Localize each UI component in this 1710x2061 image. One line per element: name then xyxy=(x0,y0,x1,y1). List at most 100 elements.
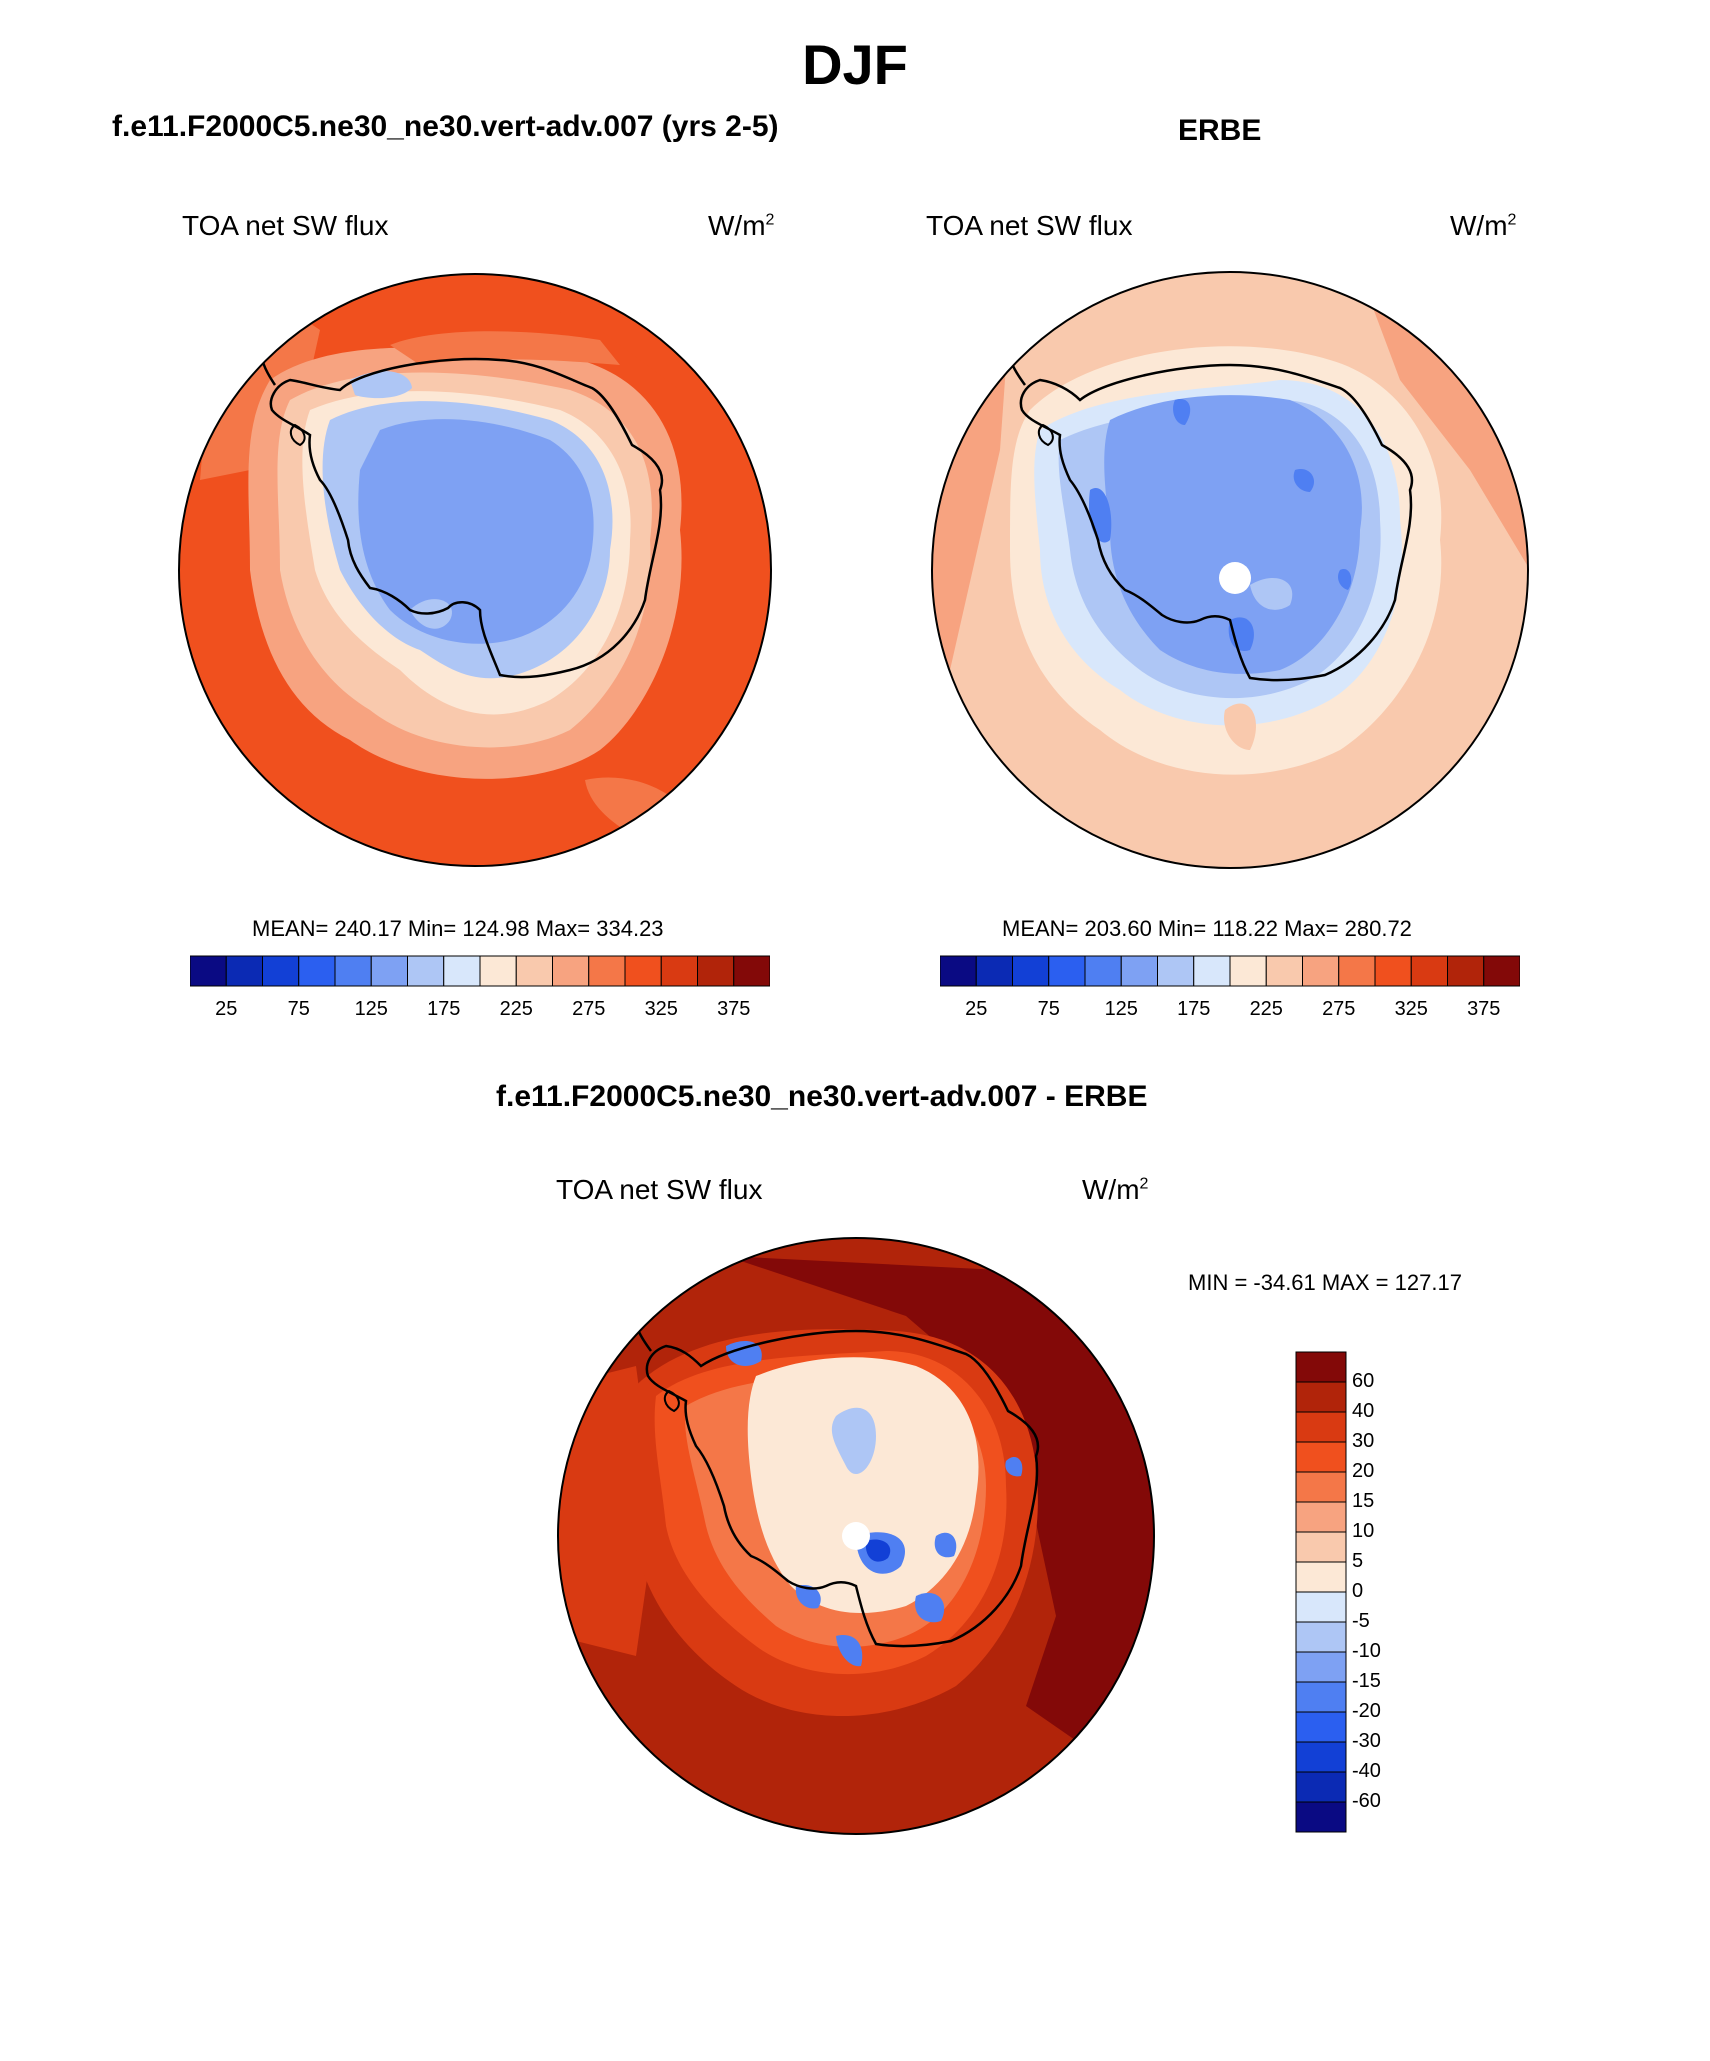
colorbar-model-swatch xyxy=(733,955,770,987)
figure-season-title: DJF xyxy=(802,33,908,96)
obs-coastline xyxy=(1019,363,1414,682)
model-map-border xyxy=(178,273,772,867)
panel-diff-variable: TOA net SW flux xyxy=(556,1174,763,1205)
colorbar-model-tick-label: 175 xyxy=(427,998,461,1020)
colorbar-difference-swatch xyxy=(1295,1501,1347,1533)
colorbar-model-tick-label: 25 xyxy=(215,998,238,1020)
colorbar-obs-tick-label: 375 xyxy=(1467,998,1501,1020)
colorbar-model-tick-label: 375 xyxy=(717,998,751,1020)
panel-obs-stats: MEAN= 203.60 Min= 118.22 Max= 280.72 xyxy=(1002,916,1412,941)
colorbar-difference-swatch xyxy=(1295,1801,1347,1833)
colorbar-difference-tick-label: 15 xyxy=(1352,1490,1375,1512)
colorbar-difference-tick-label: 30 xyxy=(1352,1430,1375,1452)
colorbar-obs-swatch xyxy=(1048,955,1086,987)
colorbar-obs-swatch xyxy=(940,955,977,987)
colorbar-model-tick-label: 275 xyxy=(572,998,606,1020)
colorbar-model xyxy=(190,955,770,987)
colorbar-difference-swatch xyxy=(1295,1771,1347,1803)
colorbar-model-swatch xyxy=(443,955,481,987)
panel-diff-units: W/m2 xyxy=(1082,1174,1149,1205)
colorbar-difference xyxy=(1295,1351,1347,1833)
colorbar-obs xyxy=(940,955,1520,987)
colorbar-difference-swatch xyxy=(1295,1441,1347,1473)
colorbar-difference-swatch xyxy=(1295,1681,1347,1713)
colorbar-model-swatch xyxy=(262,955,300,987)
colorbar-difference-tick-label: -30 xyxy=(1352,1730,1381,1752)
colorbar-model-swatch xyxy=(552,955,590,987)
colorbar-model-tick-label: 225 xyxy=(499,998,533,1020)
colorbar-obs-swatch xyxy=(1410,955,1448,987)
colorbar-difference-swatch xyxy=(1295,1531,1347,1563)
colorbar-obs-labels: 25 75 125 175 225 275 325 375 xyxy=(940,998,1520,1026)
panel-obs-variable: TOA net SW flux xyxy=(926,210,1133,241)
colorbar-model-swatch xyxy=(407,955,445,987)
colorbar-obs-tick-label: 175 xyxy=(1177,998,1211,1020)
map-model xyxy=(178,273,772,867)
obs-missing-data-pole xyxy=(1219,562,1251,594)
panel-model-title: f.e11.F2000C5.ne30_ne30.vert-adv.007 (yr… xyxy=(112,110,779,143)
colorbar-difference-swatch xyxy=(1295,1381,1347,1413)
colorbar-obs-swatch xyxy=(1302,955,1340,987)
diff-antarctica-interior xyxy=(747,1357,979,1614)
map-difference xyxy=(557,1237,1155,1835)
model-antarctica-interior xyxy=(358,419,594,644)
colorbar-difference-swatch xyxy=(1295,1471,1347,1503)
colorbar-difference-labels: 60 40 30 20 15 10 5 0 -5 -10 -15 -20 -30 -40 -60 xyxy=(1352,1350,1432,1834)
colorbar-difference-swatch xyxy=(1295,1651,1347,1683)
colorbar-obs-swatch xyxy=(1084,955,1122,987)
model-coastline xyxy=(269,357,664,679)
colorbar-difference-swatch xyxy=(1295,1411,1347,1443)
colorbar-difference-tick-label: 20 xyxy=(1352,1460,1375,1482)
colorbar-obs-swatch xyxy=(1120,955,1158,987)
colorbar-difference-tick-label: -20 xyxy=(1352,1700,1381,1722)
colorbar-difference-swatch xyxy=(1295,1591,1347,1623)
colorbar-obs-tick-label: 325 xyxy=(1394,998,1428,1020)
colorbar-difference-swatch xyxy=(1295,1711,1347,1743)
colorbar-model-swatch xyxy=(515,955,553,987)
colorbar-model-tick-label: 125 xyxy=(354,998,388,1020)
colorbar-model-tick-label: 75 xyxy=(287,998,310,1020)
colorbar-obs-swatch xyxy=(1265,955,1303,987)
diff-coastline xyxy=(645,1329,1040,1648)
colorbar-obs-swatch xyxy=(1229,955,1267,987)
colorbar-model-swatch xyxy=(624,955,662,987)
difference-title: f.e11.F2000C5.ne30_ne30.vert-adv.007 - E… xyxy=(496,1080,1148,1113)
colorbar-model-swatch xyxy=(334,955,372,987)
colorbar-model-swatch xyxy=(370,955,408,987)
colorbar-model-swatch xyxy=(190,955,227,987)
panel-model-stats: MEAN= 240.17 Min= 124.98 Max= 334.23 xyxy=(252,916,664,941)
diff-missing-data-pole xyxy=(842,1522,870,1550)
colorbar-model-swatch xyxy=(588,955,626,987)
panel-model-variable: TOA net SW flux xyxy=(182,210,389,241)
colorbar-obs-tick-label: 75 xyxy=(1037,998,1060,1020)
colorbar-obs-tick-label: 275 xyxy=(1322,998,1356,1020)
colorbar-difference-swatch xyxy=(1295,1621,1347,1653)
colorbar-model-swatch xyxy=(660,955,698,987)
colorbar-difference-tick-label: -60 xyxy=(1352,1790,1381,1812)
colorbar-obs-swatch xyxy=(1157,955,1195,987)
colorbar-model-swatch xyxy=(298,955,336,987)
colorbar-obs-swatch xyxy=(1012,955,1050,987)
colorbar-difference-tick-label: 60 xyxy=(1352,1370,1375,1392)
diff-map-border xyxy=(557,1237,1155,1835)
colorbar-obs-tick-label: 25 xyxy=(965,998,988,1020)
obs-antarctica-interior xyxy=(1104,395,1362,674)
colorbar-difference-tick-label: -40 xyxy=(1352,1760,1381,1782)
panel-obs-title: ERBE xyxy=(1178,114,1262,147)
colorbar-model-swatch xyxy=(697,955,735,987)
panel-model-units: W/m2 xyxy=(708,210,775,241)
colorbar-obs-swatch xyxy=(1447,955,1485,987)
colorbar-difference-tick-label: -10 xyxy=(1352,1640,1381,1662)
panel-obs-units: W/m2 xyxy=(1450,210,1517,241)
colorbar-difference-tick-label: 40 xyxy=(1352,1400,1375,1422)
colorbar-model-swatch xyxy=(479,955,517,987)
colorbar-obs-tick-label: 225 xyxy=(1249,998,1283,1020)
colorbar-difference-swatch xyxy=(1295,1741,1347,1773)
colorbar-obs-swatch xyxy=(975,955,1013,987)
colorbar-obs-swatch xyxy=(1483,955,1520,987)
colorbar-model-tick-label: 325 xyxy=(644,998,678,1020)
colorbar-difference-swatch xyxy=(1295,1351,1347,1383)
colorbar-obs-swatch xyxy=(1374,955,1412,987)
colorbar-model-swatch xyxy=(225,955,263,987)
colorbar-difference-swatch xyxy=(1295,1561,1347,1593)
